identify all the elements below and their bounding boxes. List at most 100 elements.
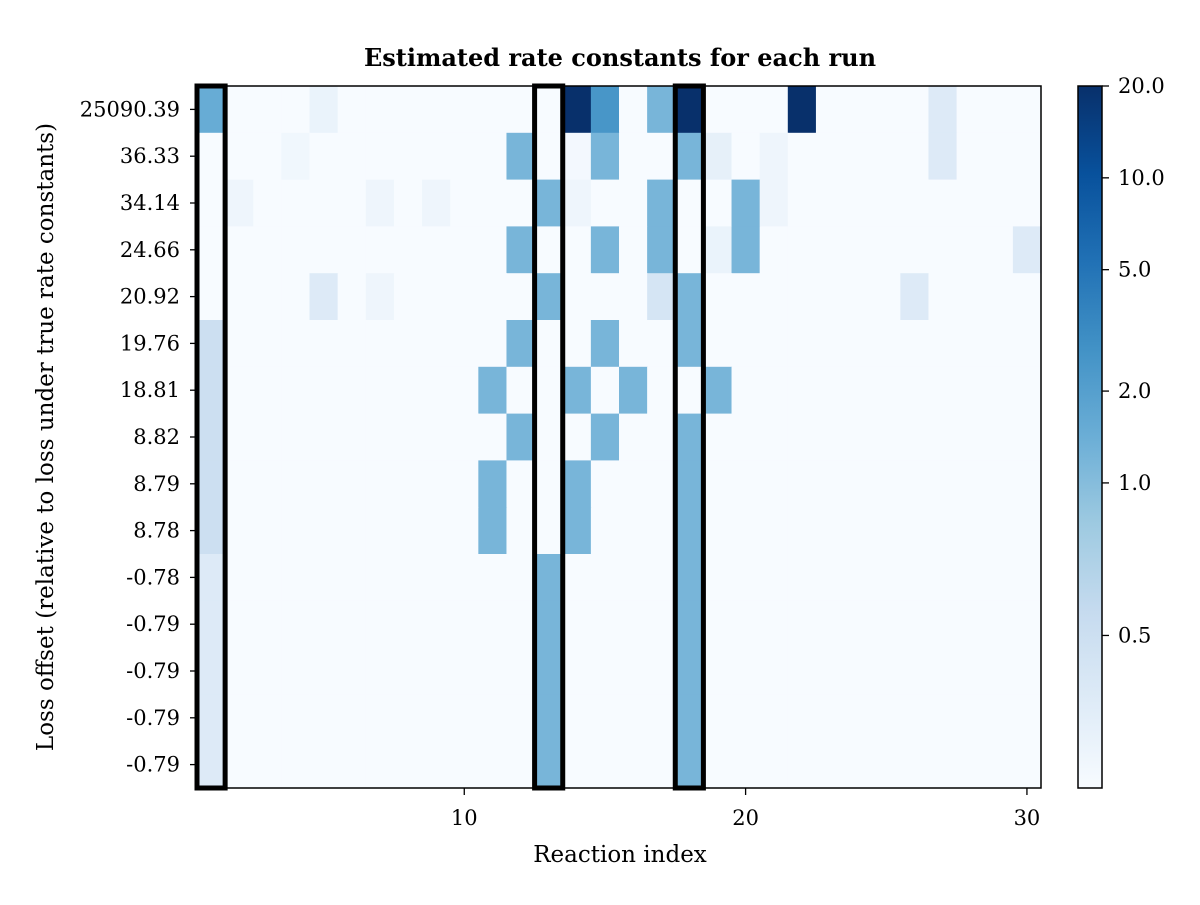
heatmap-cell	[281, 647, 311, 695]
heatmap-cell	[872, 226, 901, 274]
heatmap-cell	[562, 86, 592, 134]
heatmap-cell	[590, 366, 620, 415]
heatmap-cell	[450, 273, 479, 321]
heatmap-cell	[590, 273, 620, 321]
heatmap-cell	[956, 507, 986, 555]
heatmap-cell	[562, 273, 592, 321]
heatmap-cell	[253, 86, 282, 134]
heatmap-cell	[703, 320, 733, 368]
heatmap-cell	[787, 320, 817, 368]
heatmap-cell	[844, 366, 873, 415]
colorbar-tick-label: 10.0	[1118, 166, 1165, 190]
heatmap-cell	[928, 320, 958, 368]
heatmap-cell	[422, 86, 451, 134]
heatmap-cell	[534, 413, 564, 461]
heatmap-cell	[281, 132, 311, 181]
heatmap-cell	[675, 554, 704, 602]
heatmap-cell	[759, 320, 789, 368]
heatmap-cell	[956, 741, 986, 789]
heatmap-cell	[900, 132, 930, 181]
heatmap-cell	[393, 179, 423, 227]
heatmap-cell	[590, 86, 620, 134]
heatmap-cell	[450, 413, 479, 461]
heatmap-cell	[197, 507, 226, 555]
heatmap-cell	[197, 647, 226, 695]
heatmap-cell	[703, 647, 733, 695]
x-axis-label: Reaction index	[533, 842, 707, 868]
heatmap-cell	[675, 413, 704, 461]
heatmap-cell	[337, 86, 367, 134]
heatmap-cell	[534, 320, 564, 368]
heatmap-cell	[619, 507, 648, 555]
heatmap-cell	[844, 741, 873, 789]
heatmap-cell	[900, 600, 930, 649]
heatmap-cell	[619, 132, 648, 181]
heatmap-cell	[337, 600, 367, 649]
heatmap-cell	[197, 86, 226, 134]
heatmap-cell	[928, 647, 958, 695]
chart-title: Estimated rate constants for each run	[364, 43, 876, 72]
heatmap-cell	[787, 460, 817, 508]
heatmap-cell	[815, 694, 845, 742]
heatmap-cell	[815, 366, 845, 415]
heatmap-cell	[872, 460, 901, 508]
heatmap-cell	[759, 413, 789, 461]
heatmap-cell	[309, 226, 339, 274]
heatmap-cell	[225, 132, 254, 181]
heatmap-cell	[872, 273, 901, 321]
heatmap-cell	[928, 694, 958, 742]
heatmap-cell	[478, 320, 508, 368]
heatmap-cell	[759, 226, 789, 274]
heatmap-cell	[984, 86, 1014, 134]
heatmap-cell	[393, 273, 423, 321]
heatmap-cell	[844, 554, 873, 602]
heatmap-cell	[619, 554, 648, 602]
heatmap-cell	[900, 226, 930, 274]
heatmap-cell	[984, 132, 1014, 181]
heatmap-cell	[844, 86, 873, 134]
heatmap-cell	[731, 600, 761, 649]
heatmap-cell	[759, 273, 789, 321]
y-tick-label: 20.92	[120, 285, 180, 309]
heatmap-cell	[478, 273, 508, 321]
heatmap-cell	[647, 320, 676, 368]
heatmap-cell	[900, 273, 930, 321]
heatmap-cell	[619, 273, 648, 321]
heatmap-cell	[590, 694, 620, 742]
heatmap-cell	[759, 460, 789, 508]
heatmap-cell	[900, 320, 930, 368]
heatmap-cell	[815, 554, 845, 602]
heatmap-cell	[197, 741, 226, 789]
heatmap-cell	[225, 647, 254, 695]
heatmap-cell	[478, 366, 508, 415]
heatmap-cell	[984, 413, 1014, 461]
heatmap-cell	[956, 132, 986, 181]
heatmap-cell	[309, 600, 339, 649]
heatmap-cell	[365, 413, 395, 461]
heatmap-cell	[675, 273, 704, 321]
heatmap-cell	[393, 741, 423, 789]
heatmap-cell	[703, 600, 733, 649]
heatmap-cell	[590, 320, 620, 368]
heatmap-cell	[619, 460, 648, 508]
heatmap-cell	[928, 460, 958, 508]
heatmap-cell	[253, 507, 282, 555]
heatmap-cell	[393, 132, 423, 181]
heatmap-cell	[590, 554, 620, 602]
heatmap-cell	[422, 366, 451, 415]
heatmap-cell	[872, 647, 901, 695]
heatmap-cell	[337, 507, 367, 555]
heatmap-cell	[787, 366, 817, 415]
colorbar-ticks: 0.5 1.0 2.0 5.0 10.0 20.0	[1102, 74, 1165, 647]
heatmap-cell	[225, 86, 254, 134]
heatmap-cell	[984, 647, 1014, 695]
heatmap-cell	[562, 554, 592, 602]
heatmap-cell	[703, 132, 733, 181]
y-tick-label: 24.66	[120, 238, 180, 262]
heatmap-cell	[253, 460, 282, 508]
heatmap-cell	[675, 600, 704, 649]
heatmap-cell	[900, 86, 930, 134]
heatmap-cell	[309, 86, 339, 134]
heatmap-cell	[844, 273, 873, 321]
heatmap-cell	[506, 226, 536, 274]
